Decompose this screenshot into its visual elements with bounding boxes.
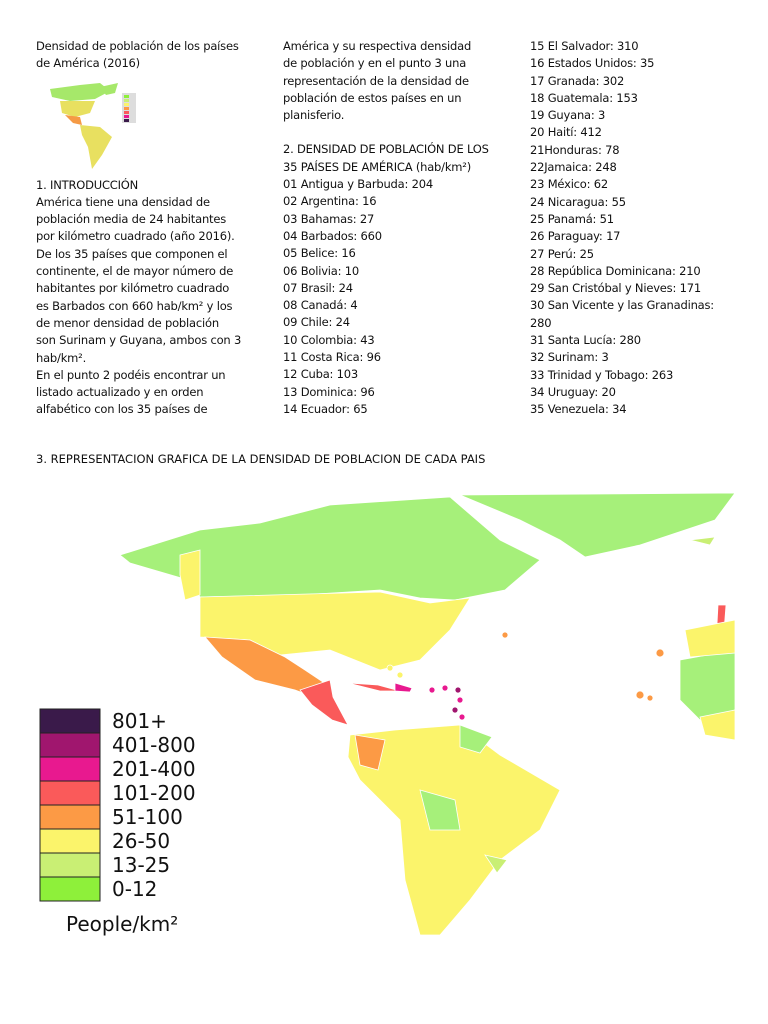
text-line: son Surinam y Guyana, ambos con 3 xyxy=(36,333,242,348)
text-line: 33 Trinidad y Tobago: 263 xyxy=(530,367,674,382)
text-line: de población y en el punto 3 una xyxy=(283,56,467,71)
text-line: En el punto 2 podéis encontrar un xyxy=(36,367,226,382)
text-line: 29 San Cristóbal y Nieves: 171 xyxy=(530,281,701,296)
text-line: 22Jamaica: 248 xyxy=(530,160,617,175)
legend-label: 51-100 xyxy=(112,805,183,829)
text-line: 12 Cuba: 103 xyxy=(283,367,359,382)
text-line: 19 Guyana: 3 xyxy=(530,108,606,123)
doc-title: Densidad de población de los países de Am… xyxy=(36,38,261,73)
text-line: 05 Belice: 16 xyxy=(283,246,356,261)
text-line: 34 Uruguay: 20 xyxy=(530,384,616,399)
text-line: es Barbados con 660 hab/km² y los xyxy=(36,298,233,313)
text-line: 08 Canadá: 4 xyxy=(283,298,358,313)
text-line: 35 PAÍSES DE AMÉRICA (hab/km²) xyxy=(283,159,471,174)
intro-text: América tiene una densidad de población m… xyxy=(36,194,261,419)
text-line: de América (2016) xyxy=(36,56,140,71)
column-3: 15 El Salvador: 310 16 Estados Unidos: 35… xyxy=(530,38,720,419)
text-line: 21Honduras: 78 xyxy=(530,142,620,157)
thumbnail-map xyxy=(50,82,136,169)
text-line: 2. DENSIDAD DE POBLACIÓN DE LOS xyxy=(283,142,489,157)
text-line: 14 Ecuador: 65 xyxy=(283,401,368,416)
text-line: población media de 24 habitantes xyxy=(36,212,227,227)
text-line: 15 El Salvador: 310 xyxy=(530,39,639,53)
text-line: 06 Bolivia: 10 xyxy=(283,263,360,278)
legend-swatch xyxy=(39,732,101,758)
text-line: 25 Panamá: 51 xyxy=(530,211,614,226)
text-line: por kilómetro cuadrado (año 2016). xyxy=(36,229,235,244)
text-line: de menor densidad de población xyxy=(36,315,219,330)
text-line: habitantes por kilómetro cuadrado xyxy=(36,281,230,296)
text-line: listado actualizado y en orden xyxy=(36,385,204,400)
text-line: América tiene una densidad de xyxy=(36,194,210,209)
text-line: 30 San Vicente y las Granadinas: 280 xyxy=(530,298,714,330)
column-1: Densidad de población de los países de Am… xyxy=(36,38,261,419)
text-line: población de estos países en un xyxy=(283,90,462,105)
intro-text: América y su respectiva densidad de pobla… xyxy=(283,38,513,124)
text-line: 18 Guatemala: 153 xyxy=(530,90,638,105)
text-line: 27 Perú: 25 xyxy=(530,246,594,261)
column-2: América y su respectiva densidad de pobla… xyxy=(283,38,513,418)
legend-swatch xyxy=(39,804,101,830)
legend: 801+401-800201-400101-20051-10026-5013-2… xyxy=(39,708,196,936)
legend-label: 201-400 xyxy=(112,757,196,781)
text-line: América y su respectiva densidad xyxy=(283,39,472,53)
legend-swatch xyxy=(39,852,101,878)
text-line: 01 Antigua y Barbuda: 204 xyxy=(283,177,433,192)
legend-label: 0-12 xyxy=(112,877,157,901)
country-list: 15 El Salvador: 310 16 Estados Unidos: 35… xyxy=(530,38,720,419)
text-line: 07 Brasil: 24 xyxy=(283,280,353,295)
legend-swatch xyxy=(39,876,101,902)
legend-label: 26-50 xyxy=(112,829,170,853)
intro-heading: 1. INTRODUCCIÓN xyxy=(36,177,139,192)
text-line: alfabético con los 35 países de xyxy=(36,402,208,417)
text-line: Densidad de población de los países xyxy=(36,39,239,53)
legend-swatch xyxy=(39,756,101,782)
text-line: 11 Costa Rica: 96 xyxy=(283,350,381,365)
text-line: 13 Dominica: 96 xyxy=(283,384,375,399)
text-line: 31 Santa Lucía: 280 xyxy=(530,333,641,348)
text-line: 04 Barbados: 660 xyxy=(283,228,382,243)
legend-swatch xyxy=(39,708,101,734)
text-line: hab/km². xyxy=(36,350,87,365)
text-line: planisferio. xyxy=(283,108,345,123)
text-line: 28 República Dominicana: 210 xyxy=(530,263,701,278)
text-line: 03 Bahamas: 27 xyxy=(283,211,375,226)
legend-label: 801+ xyxy=(112,709,167,733)
text-line: 17 Granada: 302 xyxy=(530,73,625,88)
map-shapes xyxy=(119,492,736,936)
text-line: 02 Argentina: 16 xyxy=(283,194,377,209)
legend-label: 401-800 xyxy=(112,733,196,757)
text-line: 20 Haití: 412 xyxy=(530,125,602,140)
text-line: continente, el de mayor número de xyxy=(36,264,234,279)
text-line: representación de la densidad de xyxy=(283,73,469,88)
text-line: 32 Surinam: 3 xyxy=(530,350,609,365)
legend-label: 13-25 xyxy=(112,853,170,877)
legend-swatch xyxy=(39,780,101,806)
text-line: De los 35 países que componen el xyxy=(36,246,228,261)
country-list: 01 Antigua y Barbuda: 204 02 Argentina: 1… xyxy=(283,176,513,418)
legend-label: 101-200 xyxy=(112,781,196,805)
text-line: 10 Colombia: 43 xyxy=(283,332,375,347)
text-line: 09 Chile: 24 xyxy=(283,315,350,330)
list-heading: 2. DENSIDAD DE POBLACIÓN DE LOS 35 PAÍSES… xyxy=(283,141,513,176)
text-line: 23 México: 62 xyxy=(530,177,609,192)
section-heading: 3. REPRESENTACION GRAFICA DE LA DENSIDAD… xyxy=(36,452,486,466)
text-line: 16 Estados Unidos: 35 xyxy=(530,56,655,71)
legend-unit: People/km² xyxy=(66,912,178,936)
text-line: 26 Paraguay: 17 xyxy=(530,229,621,244)
text-line: 35 Venezuela: 34 xyxy=(530,402,627,417)
legend-swatch xyxy=(39,828,101,854)
text-line: 24 Nicaragua: 55 xyxy=(530,194,626,209)
density-map: 801+401-800201-400101-20051-10026-5013-2… xyxy=(39,492,736,936)
